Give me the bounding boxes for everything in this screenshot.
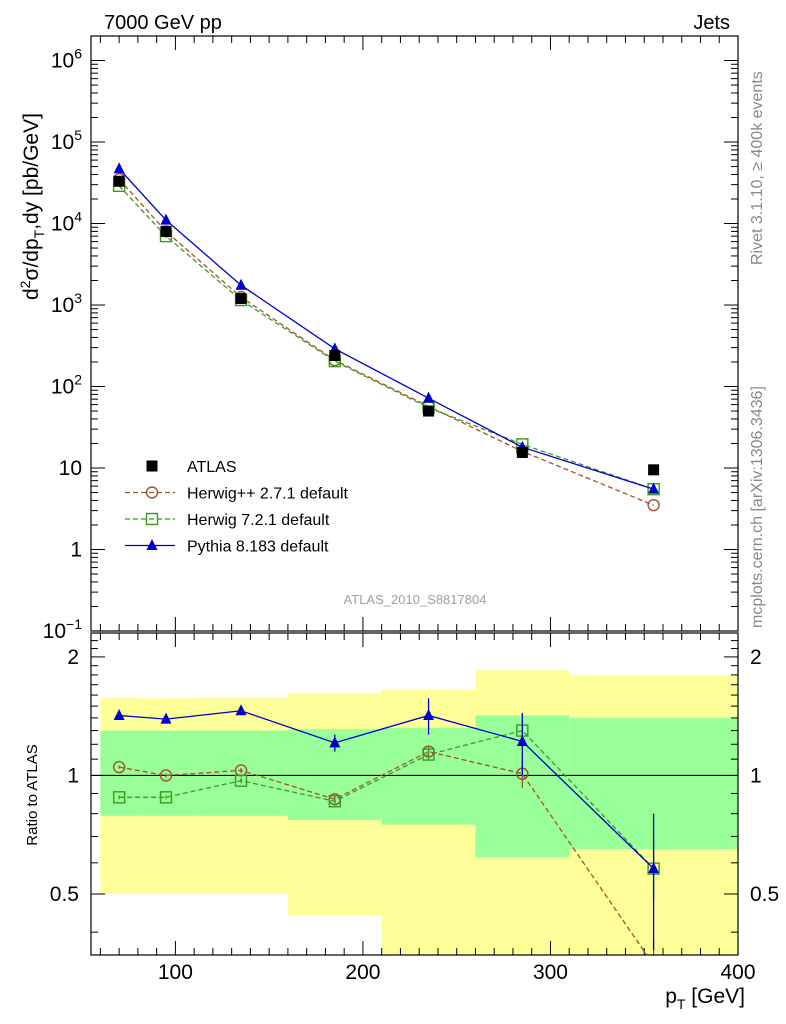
ratio-pythia-point	[235, 704, 247, 716]
main-atlas-point	[516, 446, 528, 458]
ratio-herwig7-point	[234, 774, 248, 787]
ratio-herwigpp-point	[648, 960, 659, 971]
main-pythia-point	[235, 278, 247, 290]
legend-herwig7-label: Herwig 7.2.1 default	[187, 512, 330, 529]
main-herwigpp-point	[647, 498, 660, 512]
main-atlas-point	[329, 350, 341, 362]
ratio-pythia-point	[113, 708, 125, 720]
ratio-pythia-point	[423, 708, 435, 720]
legend-pythia-marker	[146, 539, 158, 550]
main-atlas-point	[423, 405, 435, 417]
ratio-xtick-label: 300	[533, 961, 568, 984]
ratio-xtick-label: 400	[720, 961, 755, 984]
legend-herwig7-marker	[145, 512, 159, 526]
legend-atlas-label: ATLAS	[187, 459, 237, 476]
main-series-layer	[112, 162, 660, 512]
band-stat-bin	[194, 730, 288, 816]
main-pythia-line	[118, 168, 654, 490]
ratio-pythia-point	[160, 712, 172, 724]
ratio-pythia-point	[516, 734, 528, 746]
legend-pythia-label: Pythia 8.183 default	[187, 539, 329, 556]
ratio-herwigpp-point	[234, 764, 248, 777]
main-herwig7-line	[118, 185, 654, 490]
main-ytick-label: 102	[51, 372, 82, 399]
main-ytick-label: 106	[51, 46, 82, 73]
main-pythia-point	[423, 391, 435, 403]
main-pythia-point	[160, 213, 172, 225]
ratio-ytick-label-right: 2	[750, 646, 762, 669]
main-ytick-label: 10	[59, 457, 82, 480]
ratio-ylabel: Ratio to ATLAS	[24, 744, 41, 845]
rivet-label: Rivet 3.1.10, ≥ 400k events	[749, 71, 766, 265]
xlabel: pT [GeV]	[665, 985, 745, 1012]
main-pythia-point	[113, 162, 125, 174]
ratio-ytick-label-right: 1	[750, 764, 762, 787]
header-right: Jets	[693, 12, 730, 34]
ratio-pythia-point	[329, 736, 341, 748]
ratio-herwig7-point	[159, 791, 173, 804]
ratio-ytick-label: 2	[67, 646, 79, 669]
ratio-ytick-label-right: 0.5	[750, 883, 779, 906]
legend: ATLAS Herwig++ 2.7.1 default Herwig 7.2.1 …	[125, 459, 349, 556]
ratio-herwig7-point	[328, 795, 341, 808]
main-atlas-point	[113, 175, 125, 187]
ratio-xtick-label: 200	[345, 961, 380, 984]
main-atlas-point	[648, 464, 660, 476]
ratio-axes: 100 200 300 400 0.5 0.5 1 1 2 2	[50, 633, 779, 984]
main-atlas-point	[235, 293, 247, 305]
header-left: 7000 GeV pp	[104, 12, 222, 34]
legend-atlas-marker	[146, 460, 158, 472]
legend-herwigpp-marker	[145, 486, 159, 499]
ratio-xtick-label: 100	[158, 961, 193, 984]
main-ytick-label: 104	[51, 209, 82, 236]
main-atlas-point	[160, 225, 172, 237]
legend-herwigpp-label: Herwig++ 2.7.1 default	[187, 486, 349, 503]
main-ytick-label: 105	[51, 127, 82, 154]
ratio-series-layer	[112, 698, 660, 971]
main-pythia-point	[648, 482, 660, 494]
analysis-watermark: ATLAS_2010_S8817804	[344, 592, 487, 607]
ratio-ytick-label: 0.5	[50, 883, 79, 906]
band-stat-bin	[381, 727, 476, 825]
ratio-frame	[90, 632, 739, 956]
main-ytick-label: 1	[70, 539, 82, 562]
ratio-herwig7-point	[112, 791, 126, 804]
main-herwigpp-line	[118, 178, 654, 506]
ratio-ytick-label: 1	[67, 764, 79, 787]
ratio-herwigpp-point	[112, 760, 126, 774]
main-ytick-label: 10−1	[43, 616, 83, 643]
ratio-herwigpp-point	[159, 769, 173, 782]
ratio-pythia-point	[648, 862, 660, 874]
main-frame	[90, 35, 739, 632]
ratio-uncertainty-bands	[91, 670, 738, 955]
ratio-herwig7-point	[422, 748, 435, 761]
band-stat-bin	[137, 730, 195, 816]
mcplots-label: mcplots.cern.ch [arXiv:1306.3436]	[749, 386, 766, 628]
main-ytick-label: 103	[51, 290, 82, 317]
main-ylabel: d2σ/dpT,dy [pb/GeV]	[17, 113, 47, 300]
